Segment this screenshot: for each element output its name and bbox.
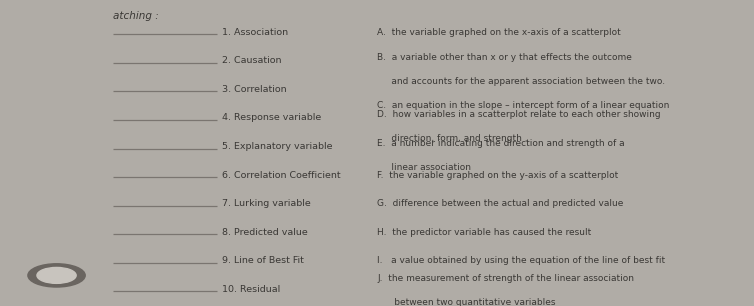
Text: atching :: atching : [113, 11, 159, 21]
Text: J.  the measurement of strength of the linear association: J. the measurement of strength of the li… [377, 274, 634, 283]
Text: 7. Lurking variable: 7. Lurking variable [222, 199, 311, 208]
Text: direction, form, and strength .: direction, form, and strength . [377, 134, 528, 143]
Text: F.  the variable graphed on the y-axis of a scatterplot: F. the variable graphed on the y-axis of… [377, 170, 618, 180]
Text: 6. Correlation Coefficient: 6. Correlation Coefficient [222, 170, 341, 180]
Text: E.  a number indicating the direction and strength of a: E. a number indicating the direction and… [377, 139, 624, 148]
Circle shape [37, 267, 76, 283]
Text: linear association: linear association [377, 163, 471, 172]
Text: 4. Response variable: 4. Response variable [222, 114, 321, 122]
Text: 5. Explanatory variable: 5. Explanatory variable [222, 142, 333, 151]
Text: D.  how variables in a scatterplot relate to each other showing: D. how variables in a scatterplot relate… [377, 110, 661, 119]
Circle shape [28, 264, 85, 287]
Text: H.  the predictor variable has caused the result: H. the predictor variable has caused the… [377, 228, 591, 237]
Text: 8. Predicted value: 8. Predicted value [222, 228, 308, 237]
Text: A.  the variable graphed on the x-axis of a scatterplot: A. the variable graphed on the x-axis of… [377, 28, 621, 37]
Text: between two quantitative variables: between two quantitative variables [377, 298, 556, 306]
Text: 1. Association: 1. Association [222, 28, 288, 37]
Text: C.  an equation in the slope – intercept form of a linear equation: C. an equation in the slope – intercept … [377, 101, 670, 110]
Text: and accounts for the apparent association between the two.: and accounts for the apparent associatio… [377, 77, 665, 86]
Text: 3. Correlation: 3. Correlation [222, 85, 287, 94]
Text: G.  difference between the actual and predicted value: G. difference between the actual and pre… [377, 199, 624, 208]
Text: B.  a variable other than x or y that effects the outcome: B. a variable other than x or y that eff… [377, 53, 632, 62]
Text: 9. Line of Best Fit: 9. Line of Best Fit [222, 256, 304, 265]
Text: 10. Residual: 10. Residual [222, 285, 280, 294]
Text: I.   a value obtained by using the equation of the line of best fit: I. a value obtained by using the equatio… [377, 256, 665, 265]
Text: 2. Causation: 2. Causation [222, 56, 282, 65]
